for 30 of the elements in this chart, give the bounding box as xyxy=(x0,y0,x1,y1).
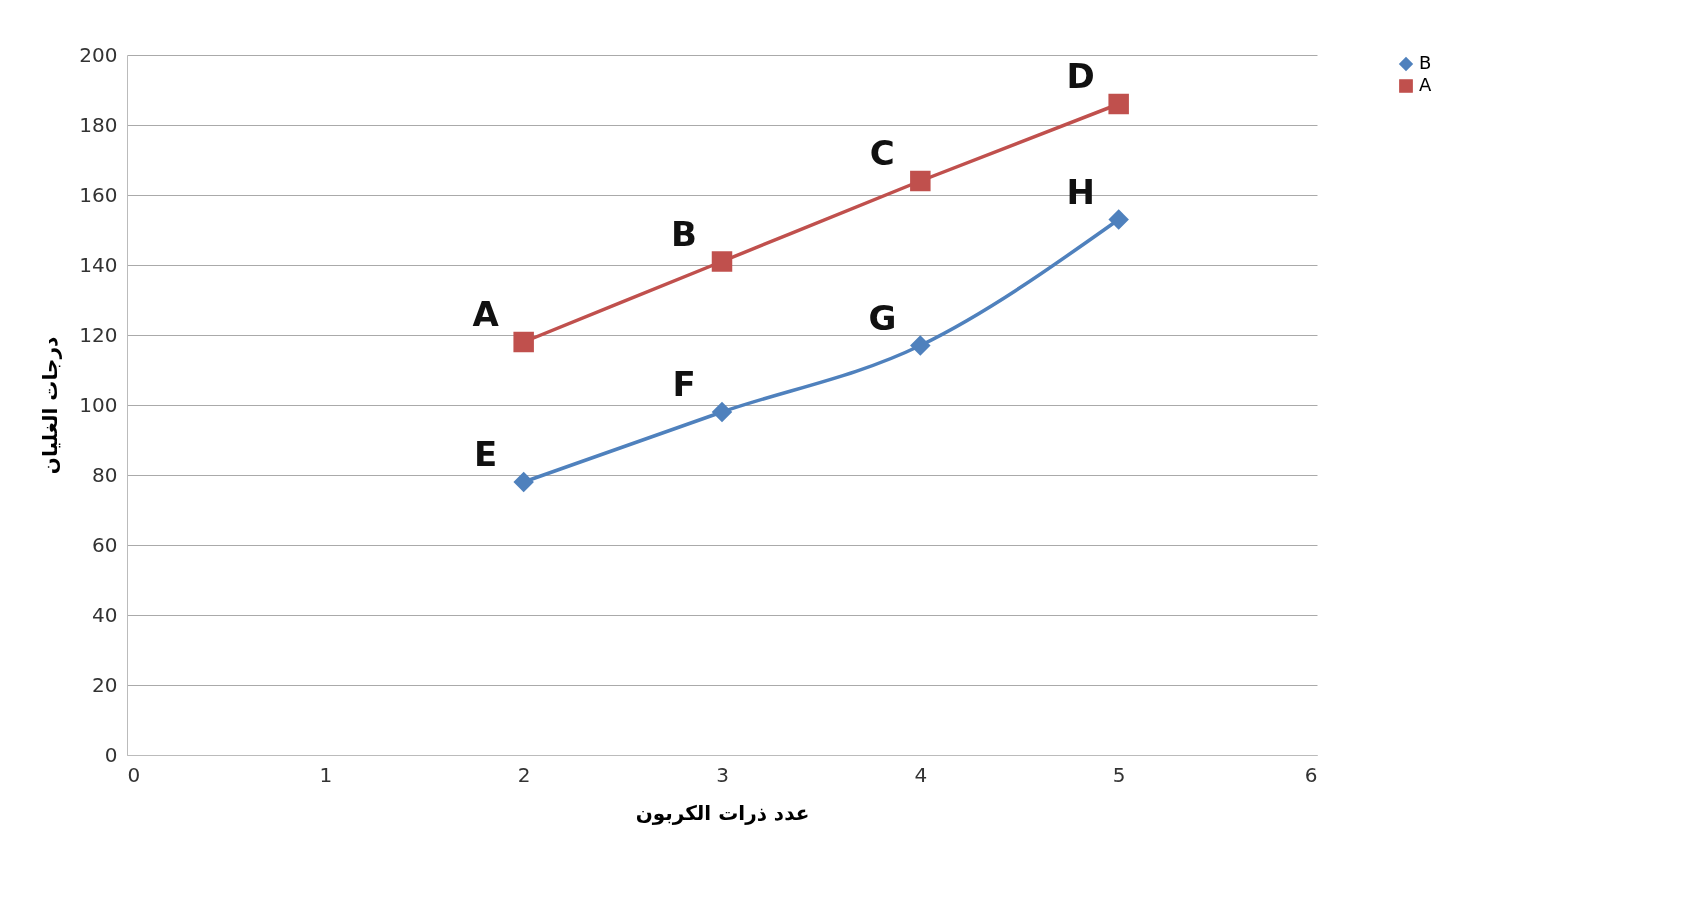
y-tick-label: 80 xyxy=(92,462,118,487)
annotation: F xyxy=(672,364,696,404)
x-tick-label: 1 xyxy=(319,762,333,787)
y-tick-label: 60 xyxy=(92,532,118,557)
annotation: G xyxy=(868,297,897,338)
x-tick-label: 4 xyxy=(914,762,928,787)
legend-label: B xyxy=(1419,52,1432,73)
x-tick-label: 3 xyxy=(716,762,729,787)
x-tick-label: 6 xyxy=(1304,762,1318,787)
annotation: A xyxy=(472,294,500,334)
y-tick-label: 180 xyxy=(79,112,118,137)
y-axis-title: درجات الغليان xyxy=(38,336,63,475)
y-tick-label: 200 xyxy=(79,42,118,67)
y-tick-label: 100 xyxy=(79,392,118,417)
y-tick-label: 140 xyxy=(79,252,118,277)
legend-label: A xyxy=(1419,74,1432,95)
x-tick-label: 2 xyxy=(517,762,531,787)
y-tick-label: 0 xyxy=(104,742,118,767)
annotation: B xyxy=(671,213,697,254)
x-tick-label: 5 xyxy=(1112,762,1126,787)
x-tick-label: 0 xyxy=(127,762,141,787)
y-tick-label: 160 xyxy=(79,182,118,207)
x-axis-title: عدد ذرات الكربون xyxy=(635,800,810,825)
annotation: E xyxy=(474,434,498,474)
y-tick-label: 20 xyxy=(92,672,118,697)
y-tick-label: 120 xyxy=(79,322,118,347)
annotation: H xyxy=(1066,171,1095,212)
annotation: D xyxy=(1066,56,1095,96)
y-tick-label: 40 xyxy=(92,602,118,627)
annotation: C xyxy=(869,133,895,173)
